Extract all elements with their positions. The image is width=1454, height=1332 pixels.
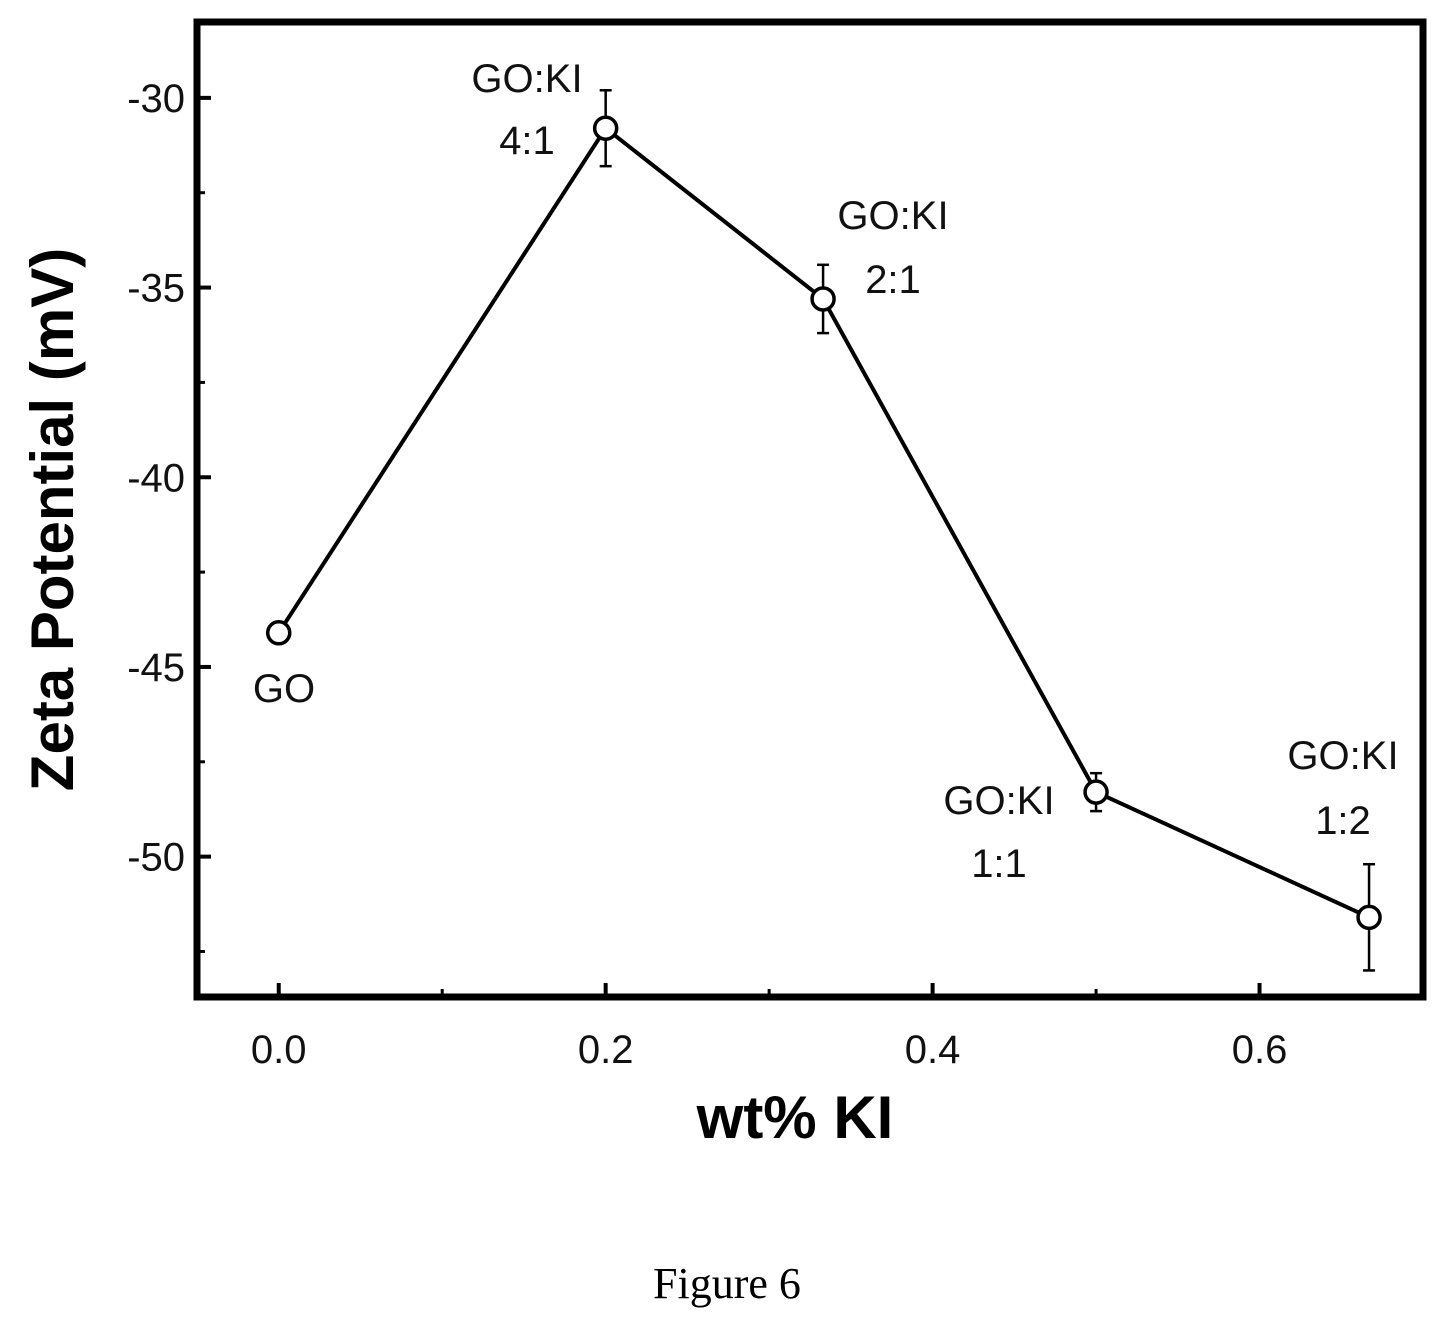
point-annotations: GO GO:KI 4:1 GO:KI 2:1 GO:KI 1:1 GO:KI 1:2 <box>253 57 1399 886</box>
y-axis-title: Zeta Potential (mV) <box>19 248 86 791</box>
annotation-label: 1:2 <box>1315 799 1371 843</box>
figure-caption: Figure 6 <box>653 1259 801 1308</box>
y-tick-label: -45 <box>127 646 185 690</box>
x-tick-label: 0.0 <box>251 1028 307 1072</box>
annotation-label: 4:1 <box>499 119 555 163</box>
y-tick-label: -30 <box>127 77 185 121</box>
annotation-label: 1:1 <box>971 842 1027 886</box>
data-point <box>592 115 619 141</box>
series-line <box>277 126 1370 920</box>
data-point <box>810 286 836 312</box>
x-axis: 0.0 0.2 0.4 0.6 <box>251 983 1425 1072</box>
x-tick-label: 0.6 <box>1232 1028 1288 1072</box>
y-tick-label: -35 <box>127 267 185 311</box>
annotation-label: GO:KI <box>1287 734 1398 778</box>
annotation-label: GO:KI <box>471 57 582 101</box>
y-tick-label: -50 <box>127 836 185 880</box>
data-point <box>265 620 292 646</box>
zeta-potential-chart: -30-35-40-45-50 0.0 0.2 0.4 0.6 GOGO:KI4:1G… <box>19 18 1427 1151</box>
y-tick-label: -40 <box>127 456 185 500</box>
annotation-label: 2:1 <box>865 258 921 302</box>
plot-frame <box>193 18 1427 1001</box>
x-axis-title: wt% KI <box>696 1084 894 1151</box>
annotation-label: GO:KI <box>837 194 948 238</box>
x-tick-label: 0.4 <box>905 1028 961 1072</box>
annotation-label: GO <box>253 667 315 711</box>
plot-border <box>193 18 1427 1001</box>
data-point <box>1356 904 1382 931</box>
data-point <box>1083 779 1109 805</box>
y-axis: -30 -35 -40 -45 -50 <box>127 77 211 953</box>
x-tick-label: 0.2 <box>578 1028 634 1072</box>
annotation-label: GO:KI <box>943 779 1054 823</box>
data-series <box>265 89 1382 972</box>
